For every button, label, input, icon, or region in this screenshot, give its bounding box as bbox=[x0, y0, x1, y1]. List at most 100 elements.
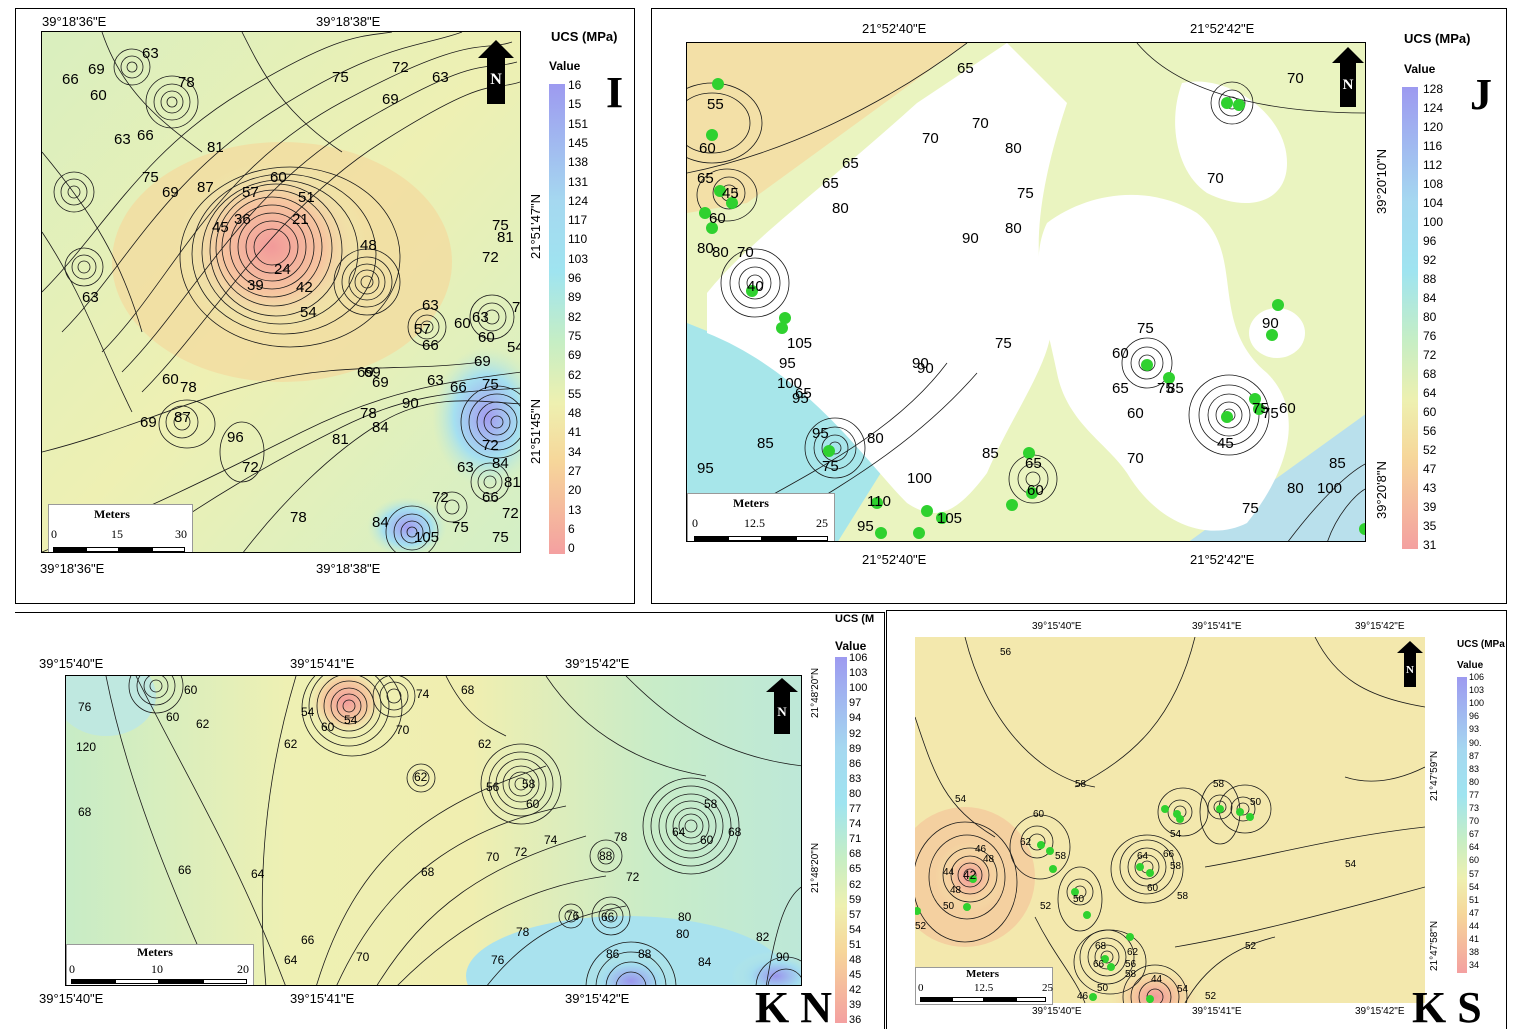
legend-tick: 16 bbox=[568, 78, 582, 92]
legend-tick: 71 bbox=[849, 833, 862, 846]
legend-tick: 77 bbox=[1469, 789, 1480, 800]
contour-map-j: 55 60 65 45 60 80 70 40 65 65 70 70 80 8… bbox=[687, 43, 1365, 541]
contour-label: 70 bbox=[396, 723, 410, 737]
contour-label: 68 bbox=[78, 805, 92, 819]
contour-label: 75 bbox=[492, 529, 509, 546]
contour-label: 75 bbox=[452, 519, 469, 536]
contour-label: 63 bbox=[82, 289, 99, 306]
contour-label: 68 bbox=[728, 825, 742, 839]
legend-tick: 128 bbox=[1423, 82, 1444, 96]
contour-label: 72 bbox=[514, 845, 528, 859]
contour-label: 57 bbox=[242, 184, 259, 201]
legend-tick: 80 bbox=[1469, 776, 1480, 787]
contour-label: 55 bbox=[707, 96, 724, 113]
contour-label: 65 bbox=[1025, 455, 1042, 472]
contour-label: 100 bbox=[777, 375, 802, 392]
contour-label: 80 bbox=[867, 430, 884, 447]
contour-label: 76 bbox=[491, 953, 505, 967]
map-i: 69 63 66 60 78 75 72 69 63 66 63 81 87 7… bbox=[41, 31, 521, 553]
contour-label: 58 bbox=[1075, 779, 1087, 790]
legend-tick: 68 bbox=[1423, 367, 1437, 381]
contour-label: 80 bbox=[1005, 220, 1022, 237]
contour-label: 76 bbox=[566, 909, 580, 923]
contour-label: 65 bbox=[795, 385, 812, 402]
coord-bottom-right: 21°52'42"E bbox=[1190, 552, 1255, 567]
legend-tick: 34 bbox=[1469, 960, 1480, 971]
legend-tick: 72 bbox=[1423, 348, 1437, 362]
coord-top-mid: 39°15'41"E bbox=[290, 656, 355, 671]
legend-title-j: UCS (MPa) bbox=[1404, 31, 1471, 46]
legend-tick: 13 bbox=[568, 502, 582, 517]
contour-label: 75 bbox=[512, 299, 521, 316]
legend-tick: 39 bbox=[1423, 500, 1437, 514]
contour-label: 69 bbox=[140, 414, 157, 431]
legend-tick: 88 bbox=[1423, 272, 1437, 286]
coord-bottom-left: 39°15'40"E bbox=[39, 991, 104, 1006]
north-label: N bbox=[1343, 77, 1354, 93]
scale-label-0: 0 bbox=[918, 982, 924, 994]
contour-label: 68 bbox=[461, 683, 475, 697]
legend-tick: 108 bbox=[1423, 177, 1444, 191]
contour-label: 24 bbox=[274, 261, 291, 278]
legend-tick: 68 bbox=[849, 848, 862, 861]
legend-tick: 54 bbox=[1469, 881, 1480, 892]
legend-ramp-kn bbox=[835, 657, 847, 1023]
contour-labels-ks: 56 58 54 60 62 58 58 54 58 50 48 46 44 4… bbox=[915, 647, 1357, 1002]
coord-top-left: 39°15'40"E bbox=[39, 656, 104, 671]
contour-label: 87 bbox=[174, 409, 191, 426]
contour-label: 54 bbox=[507, 339, 521, 356]
contour-label: 80 bbox=[676, 927, 690, 941]
north-label: N bbox=[1406, 664, 1414, 676]
legend-tick: 60 bbox=[1423, 405, 1437, 419]
scale-label-1: 12.5 bbox=[974, 982, 994, 994]
scale-label-2: 25 bbox=[816, 516, 828, 530]
legend-title-i: UCS (MPa) bbox=[551, 29, 618, 44]
contour-label: 46 bbox=[1077, 991, 1089, 1002]
legend-tick: 86 bbox=[849, 757, 862, 770]
contour-label: 88 bbox=[638, 947, 652, 961]
scale-bar-i: Meters 0 15 30 bbox=[48, 504, 193, 552]
contour-label: 72 bbox=[432, 489, 449, 506]
contour-labels-i: 69 63 66 60 78 75 72 69 63 66 63 81 87 7… bbox=[62, 45, 521, 546]
contour-label: 69 bbox=[382, 91, 399, 108]
legend-tick: 112 bbox=[1423, 158, 1443, 172]
legend-tick: 48 bbox=[568, 406, 582, 421]
coord-top-right: 21°52'42"E bbox=[1190, 21, 1255, 36]
contour-label: 105 bbox=[414, 529, 439, 546]
legend-tick: 151 bbox=[568, 116, 589, 131]
contour-label: 60 bbox=[184, 683, 198, 697]
contour-label: 78 bbox=[516, 925, 530, 939]
contour-label: 40 bbox=[747, 278, 764, 295]
contour-label: 81 bbox=[207, 139, 224, 156]
legend-tick: 89 bbox=[568, 290, 582, 305]
contour-label: 48 bbox=[950, 885, 962, 896]
contour-label: 100 bbox=[907, 470, 932, 487]
contour-label: 85 bbox=[1167, 380, 1184, 397]
legend-tick: 64 bbox=[1423, 386, 1437, 400]
contour-label: 58 bbox=[1177, 891, 1189, 902]
contour-label: 36 bbox=[234, 211, 251, 228]
coord-bottom-mid: 39°18'38"E bbox=[316, 561, 381, 576]
legend-tick: 65 bbox=[849, 863, 862, 876]
contour-label: 45 bbox=[722, 185, 739, 202]
map-ks: 56 58 54 60 62 58 58 54 58 50 48 46 44 4… bbox=[915, 637, 1425, 1003]
contour-label: 64 bbox=[672, 825, 686, 839]
contour-label: 54 bbox=[301, 705, 315, 719]
scale-bar-ks: Meters 0 12.5 25 bbox=[915, 967, 1053, 1005]
legend-tick: 87 bbox=[1469, 750, 1480, 761]
panel-letter-j: J bbox=[1470, 70, 1492, 119]
coord-bottom-left: 39°15'40"E bbox=[1032, 1006, 1082, 1017]
contour-labels-kn: 76 120 60 62 60 54 60 54 70 74 68 62 62 … bbox=[76, 683, 790, 969]
contour-label: 46 bbox=[975, 844, 987, 855]
legend-tick: 41 bbox=[1469, 934, 1480, 944]
coord-right-bottom: 39°20'8"N bbox=[1374, 461, 1389, 519]
legend-tick: 100 bbox=[1469, 698, 1485, 709]
legend-tick: 54 bbox=[849, 923, 862, 936]
legend-tick: 82 bbox=[568, 309, 582, 324]
map-j: 55 60 65 45 60 80 70 40 65 65 70 70 80 8… bbox=[686, 42, 1366, 542]
legend-title-ks: UCS (MPa bbox=[1457, 639, 1505, 650]
contour-label: 60 bbox=[709, 210, 726, 227]
legend-title-kn: UCS (M bbox=[835, 613, 875, 625]
north-arrow-ks: N bbox=[1397, 641, 1423, 687]
legend-ticks-ks: 106 103 100 96 93 90. 87 83 80 77 73 70 67 64 60 57 54 51… bbox=[1469, 673, 1505, 977]
